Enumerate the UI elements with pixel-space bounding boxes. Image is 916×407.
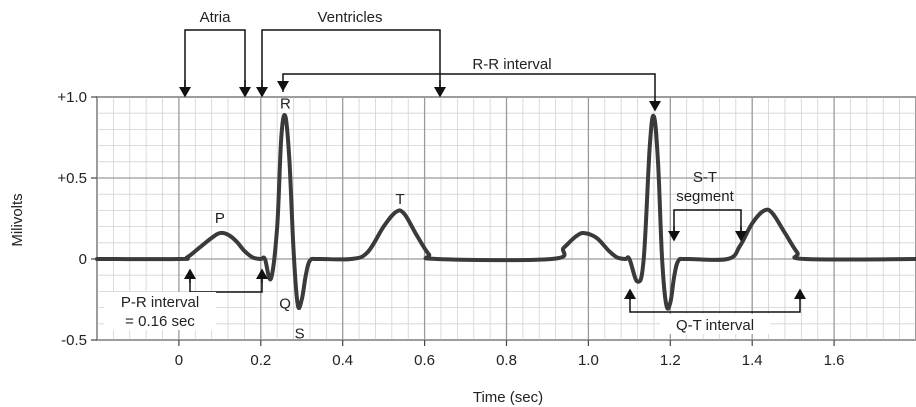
x-tick-label: 0.6 <box>414 352 435 369</box>
atria-label: Atria <box>200 9 232 26</box>
y-tick-label: +0.5 <box>57 170 87 187</box>
wave-labels: P Q R S T <box>215 95 405 342</box>
x-tick-label: 0.8 <box>496 352 517 369</box>
x-tick-label: 1.0 <box>578 352 599 369</box>
st-segment-label-line1: S-T <box>693 169 717 186</box>
qt-interval-label: Q-T interval <box>676 317 754 334</box>
y-tick-label: +1.0 <box>57 89 87 106</box>
major-grid <box>96 96 916 341</box>
x-tick-label: 0 <box>175 352 183 369</box>
wave-label-s: S <box>295 325 305 342</box>
x-tick-label: 1.2 <box>660 352 681 369</box>
ventricles-bracket: Ventricles <box>256 9 446 98</box>
atria-bracket: Atria <box>179 9 251 98</box>
wave-label-r: R <box>280 95 291 112</box>
x-axis-ticks: 0 0.2 0.4 0.6 0.8 1.0 1.2 1.4 1.6 <box>175 340 845 369</box>
wave-label-p: P <box>215 210 225 227</box>
x-tick-label: 1.6 <box>824 352 845 369</box>
x-tick-label: 0.2 <box>250 352 271 369</box>
pr-interval-label-line1: P-R interval <box>121 294 199 311</box>
x-tick-label: 0.4 <box>332 352 353 369</box>
wave-label-t: T <box>395 191 404 208</box>
st-segment-annotation: S-T segment <box>668 169 747 242</box>
rr-interval-bracket: R-R interval <box>277 56 661 112</box>
pr-interval-label-line2: = 0.16 sec <box>125 313 195 330</box>
pr-interval-bracket: P-R interval = 0.16 sec <box>104 268 268 330</box>
wave-label-q: Q <box>279 295 291 312</box>
rr-interval-label: R-R interval <box>472 56 551 73</box>
y-tick-label: 0 <box>79 251 87 268</box>
qt-interval-bracket: Q-T interval <box>624 288 806 334</box>
ecg-trace <box>95 113 916 311</box>
x-tick-label: 1.4 <box>742 352 763 369</box>
y-axis-ticks: +1.0 +0.5 0 -0.5 <box>57 89 97 349</box>
y-tick-label: -0.5 <box>61 332 87 349</box>
x-axis-title: Time (sec) <box>473 389 543 406</box>
ventricles-label: Ventricles <box>317 9 382 26</box>
st-segment-label-line2: segment <box>676 188 734 205</box>
y-axis-title: Milivolts <box>9 193 26 246</box>
